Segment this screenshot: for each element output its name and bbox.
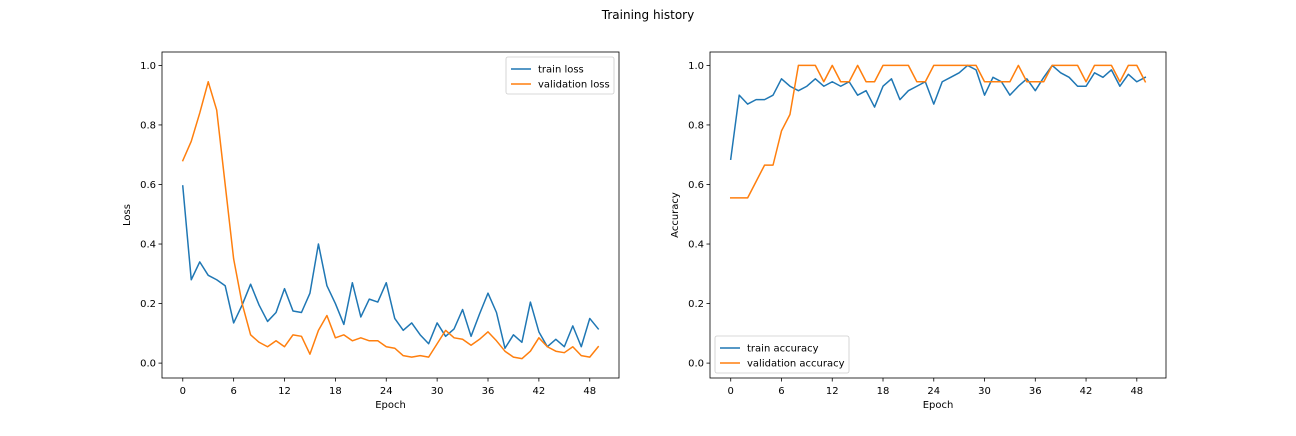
accuracy-y-tick-label: 0.2 [688, 299, 704, 310]
accuracy-x-axis-label: Epoch [923, 400, 954, 411]
accuracy-legend-label-validation-accuracy: validation accuracy [747, 359, 845, 370]
accuracy-y-tick-label: 0.0 [688, 359, 704, 370]
loss-y-tick-label: 1.0 [140, 61, 156, 72]
accuracy-chart: 0 6 12 18 24 30 36 42 48 0.0 0.2 0.4 0.6 0.8 1.0 Epoch A… [670, 51, 1167, 411]
accuracy-y-tick-label: 0.8 [688, 120, 704, 131]
loss-axes-frame [161, 51, 620, 379]
loss-x-tick-label: 24 [380, 386, 393, 397]
loss-x-tick-label: 42 [533, 386, 546, 397]
loss-legend-label-train-loss: train loss [538, 65, 584, 76]
accuracy-legend: train accuracy validation accuracy [714, 335, 850, 374]
accuracy-y-tick-label: 0.4 [688, 240, 704, 251]
loss-series-line-train-loss [181, 185, 600, 349]
accuracy-x-tick-label: 42 [1080, 386, 1093, 397]
loss-legend: train loss validation loss [505, 56, 615, 95]
figure-title: Training history [601, 8, 694, 22]
loss-x-tick-label: 36 [482, 386, 495, 397]
loss-x-tick-label: 48 [583, 386, 596, 397]
accuracy-x-tick-label: 30 [978, 386, 991, 397]
accuracy-x-tick-label: 0 [728, 386, 734, 397]
loss-x-axis-label: Epoch [375, 400, 406, 411]
loss-legend-box [505, 56, 615, 95]
loss-chart: 0 6 12 18 24 30 36 42 48 0.0 0.2 0.4 0.6 0.8 1.0 Epoch L… [122, 51, 620, 411]
loss-y-tick-label: 0.0 [140, 359, 156, 370]
accuracy-y-tick-label: 1.0 [688, 61, 704, 72]
accuracy-legend-box [714, 335, 850, 374]
accuracy-x-tick-label: 36 [1029, 386, 1042, 397]
loss-x-tick-label: 0 [180, 386, 186, 397]
loss-legend-label-validation-loss: validation loss [538, 80, 610, 91]
accuracy-y-axis-label: Accuracy [670, 192, 681, 238]
loss-x-tick-label: 18 [329, 386, 342, 397]
loss-y-tick-label: 0.8 [140, 120, 156, 131]
accuracy-x-tick-label: 48 [1130, 386, 1143, 397]
accuracy-x-tick-label: 24 [927, 386, 940, 397]
accuracy-x-tick-label: 18 [877, 386, 890, 397]
loss-x-tick-label: 30 [431, 386, 444, 397]
accuracy-x-tick-label: 12 [826, 386, 839, 397]
loss-y-tick-label: 0.6 [140, 180, 156, 191]
accuracy-series-line-validation-accuracy [729, 64, 1147, 199]
loss-series-line-validation-loss [181, 81, 600, 360]
loss-x-tick-label: 12 [278, 386, 291, 397]
loss-y-tick-label: 0.4 [140, 240, 156, 251]
loss-y-axis-label: Loss [122, 204, 133, 226]
accuracy-axes-frame [709, 51, 1167, 379]
accuracy-x-tick-label: 6 [778, 386, 784, 397]
loss-x-tick-label: 6 [230, 386, 236, 397]
accuracy-series-line-train-accuracy [729, 64, 1147, 161]
accuracy-legend-label-train-accuracy: train accuracy [747, 344, 819, 355]
loss-y-tick-label: 0.2 [140, 299, 156, 310]
accuracy-y-tick-label: 0.6 [688, 180, 704, 191]
